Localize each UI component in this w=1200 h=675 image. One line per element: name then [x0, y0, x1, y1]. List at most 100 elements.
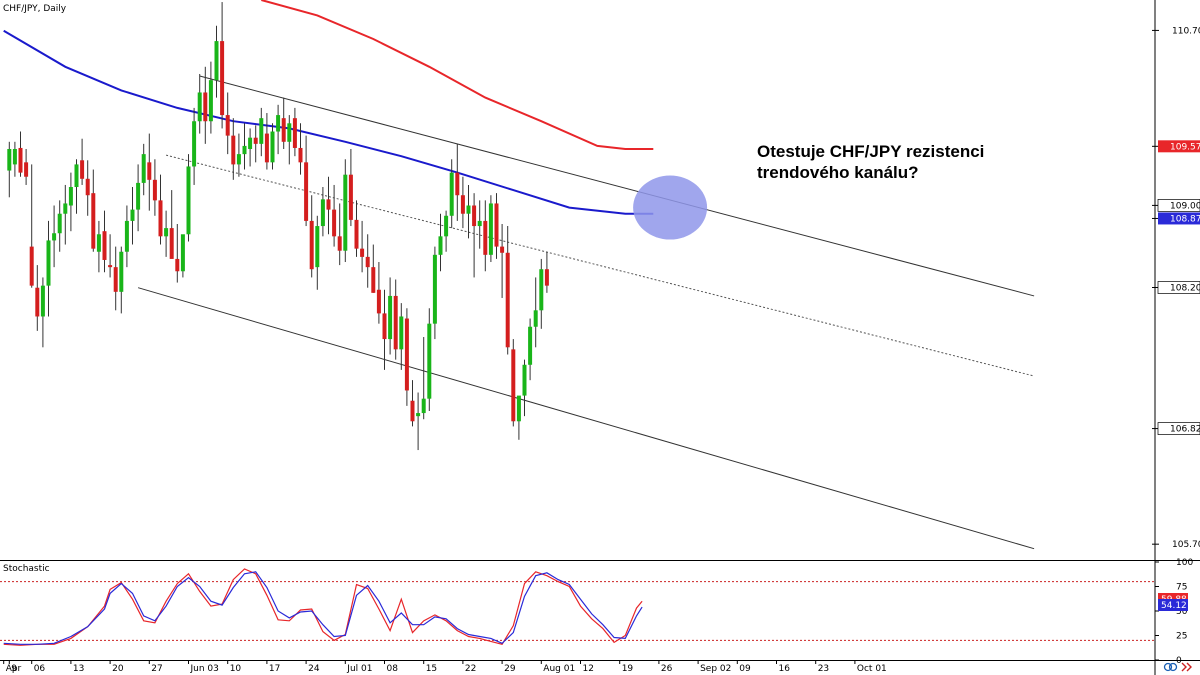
candle[interactable]: [315, 215, 320, 290]
candle[interactable]: [52, 205, 57, 268]
candle[interactable]: [180, 234, 185, 278]
candle[interactable]: [421, 337, 426, 420]
price-axis[interactable]: 110.704 105.704 109.576 109.001 108.874 108.2…: [1152, 26, 1200, 666]
stochastic-pane[interactable]: [0, 568, 1155, 646]
candle[interactable]: [270, 123, 275, 170]
candle[interactable]: [488, 195, 493, 263]
candle[interactable]: [365, 234, 370, 288]
candle[interactable]: [119, 246, 124, 314]
candle[interactable]: [102, 210, 107, 273]
candle[interactable]: [404, 308, 409, 406]
candle[interactable]: [376, 262, 381, 324]
candle[interactable]: [192, 107, 197, 185]
candle[interactable]: [220, 2, 225, 129]
candle[interactable]: [432, 246, 437, 340]
candle[interactable]: [483, 200, 488, 272]
candle[interactable]: [399, 303, 404, 370]
candle[interactable]: [388, 277, 393, 355]
candle[interactable]: [416, 392, 421, 451]
candle[interactable]: [130, 187, 135, 245]
candle[interactable]: [360, 220, 365, 273]
candle[interactable]: [80, 138, 85, 185]
main-pane[interactable]: [3, 0, 1035, 550]
candle[interactable]: [477, 200, 482, 249]
candle[interactable]: [169, 190, 174, 259]
candle[interactable]: [57, 200, 62, 252]
candle[interactable]: [382, 289, 387, 370]
candle[interactable]: [460, 176, 465, 229]
candle[interactable]: [12, 141, 17, 177]
candle[interactable]: [528, 318, 533, 381]
candle[interactable]: [371, 244, 376, 293]
candle[interactable]: [511, 339, 516, 427]
candle[interactable]: [136, 164, 141, 232]
candle[interactable]: [332, 184, 337, 247]
candle[interactable]: [354, 200, 359, 257]
share-icon[interactable]: [1163, 662, 1178, 672]
candle[interactable]: [214, 25, 219, 98]
candle[interactable]: [449, 159, 454, 229]
candle[interactable]: [516, 395, 521, 440]
candle[interactable]: [85, 160, 90, 216]
candle[interactable]: [292, 107, 297, 157]
candle[interactable]: [18, 131, 23, 177]
candle[interactable]: [91, 169, 96, 252]
candle[interactable]: [472, 193, 477, 278]
candle[interactable]: [539, 258, 544, 329]
candle[interactable]: [466, 184, 471, 239]
candle[interactable]: [438, 213, 443, 272]
candle[interactable]: [455, 143, 460, 221]
candle[interactable]: [444, 210, 449, 252]
candle[interactable]: [186, 154, 191, 242]
candle[interactable]: [231, 118, 236, 180]
candle[interactable]: [326, 176, 331, 235]
candle[interactable]: [225, 92, 230, 155]
candle[interactable]: [46, 220, 51, 317]
candle[interactable]: [533, 277, 538, 348]
candle[interactable]: [505, 226, 510, 355]
candle[interactable]: [242, 123, 247, 170]
candle[interactable]: [108, 234, 113, 278]
candle[interactable]: [40, 277, 45, 348]
candle[interactable]: [147, 133, 152, 211]
candle[interactable]: [287, 115, 292, 165]
candle[interactable]: [309, 195, 314, 278]
candle[interactable]: [208, 61, 213, 134]
candle[interactable]: [35, 265, 40, 331]
candle[interactable]: [320, 187, 325, 237]
candle[interactable]: [141, 143, 146, 196]
candle[interactable]: [68, 172, 73, 232]
candle[interactable]: [544, 251, 549, 293]
collapse-icon[interactable]: [1181, 662, 1192, 672]
candle[interactable]: [63, 184, 68, 245]
candle[interactable]: [203, 66, 208, 144]
candle[interactable]: [393, 279, 398, 360]
candle[interactable]: [264, 113, 269, 170]
candle[interactable]: [298, 123, 303, 175]
candle[interactable]: [259, 107, 264, 157]
candle[interactable]: [7, 141, 12, 198]
candle[interactable]: [236, 133, 241, 177]
candle[interactable]: [74, 159, 79, 214]
candle[interactable]: [500, 224, 505, 298]
candle[interactable]: [164, 210, 169, 257]
candle[interactable]: [24, 148, 29, 185]
candle[interactable]: [96, 220, 101, 273]
candle[interactable]: [152, 159, 157, 216]
candle[interactable]: [29, 164, 34, 288]
candle[interactable]: [158, 174, 163, 245]
candle[interactable]: [494, 193, 499, 259]
candle[interactable]: [113, 246, 118, 311]
candle[interactable]: [427, 308, 432, 412]
candle[interactable]: [348, 148, 353, 227]
candle[interactable]: [197, 73, 202, 134]
candle[interactable]: [253, 125, 258, 163]
candle[interactable]: [248, 128, 253, 167]
candle[interactable]: [410, 380, 415, 427]
candle[interactable]: [175, 224, 180, 283]
candle[interactable]: [281, 97, 286, 149]
candle[interactable]: [337, 203, 342, 266]
candle[interactable]: [276, 104, 281, 155]
candle[interactable]: [343, 159, 348, 263]
